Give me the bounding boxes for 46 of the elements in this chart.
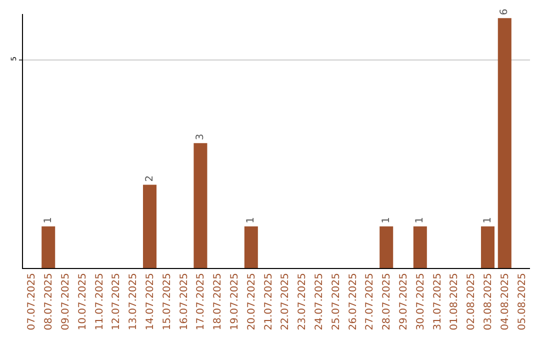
x-tick-label: 04.08.2025	[500, 273, 511, 330]
bar	[194, 143, 208, 268]
data-label: 3	[194, 134, 206, 140]
x-tick-label: 05.08.2025	[516, 273, 528, 330]
x-tick-label: 22.07.2025	[280, 273, 292, 330]
data-label: 1	[246, 216, 257, 224]
x-tick-label: 13.07.2025	[128, 273, 140, 330]
x-tick-label: 07.07.2025	[26, 273, 38, 330]
data-label: 6	[499, 8, 510, 16]
x-tick-label: 09.07.2025	[60, 273, 72, 330]
x-tick-label: 11.07.2025	[94, 273, 106, 330]
data-label: 1	[42, 216, 54, 224]
bar	[142, 184, 157, 268]
bar	[413, 226, 427, 268]
x-tick-label: 12.07.2025	[111, 273, 122, 330]
x-tick-label: 14.07.2025	[145, 273, 156, 330]
x-tick-label: 27.07.2025	[364, 273, 376, 330]
x-tick-label: 03.08.2025	[483, 273, 494, 330]
x-tick-label: 02.08.2025	[466, 273, 478, 330]
data-label: 1	[380, 216, 392, 224]
x-tick-label: 17.07.2025	[196, 273, 207, 330]
x-tick-label: 15.07.2025	[162, 273, 173, 330]
x-tick-label: 28.07.2025	[382, 273, 393, 330]
bar	[42, 226, 56, 268]
bar	[244, 226, 258, 268]
x-tick-label: 31.07.2025	[432, 273, 444, 330]
x-tick-label: 19.07.2025	[230, 273, 240, 330]
bar	[380, 226, 394, 268]
x-tick-label: 18.07.2025	[212, 273, 224, 330]
data-label: 2	[144, 175, 156, 182]
x-tick-label: 29.07.2025	[398, 273, 410, 330]
data-label: 1	[414, 216, 426, 224]
x-tick-label: 26.07.2025	[348, 273, 359, 330]
x-tick-label: 21.07.2025	[263, 273, 274, 330]
x-tick-label: 24.07.2025	[314, 273, 325, 330]
x-tick-label: 25.07.2025	[330, 273, 342, 330]
bar	[498, 18, 512, 268]
x-tick-label: 01.08.2025	[449, 273, 460, 330]
bar	[480, 226, 495, 268]
x-tick-label: 20.07.2025	[246, 273, 258, 330]
x-tick-label: 30.07.2025	[415, 273, 426, 330]
x-tick-label: 23.07.2025	[297, 273, 308, 330]
x-tick-label: 10.07.2025	[77, 273, 88, 330]
x-tick-label: 08.07.2025	[44, 273, 55, 330]
x-tick-label: 16.07.2025	[178, 273, 190, 330]
data-label: 1	[482, 216, 494, 224]
